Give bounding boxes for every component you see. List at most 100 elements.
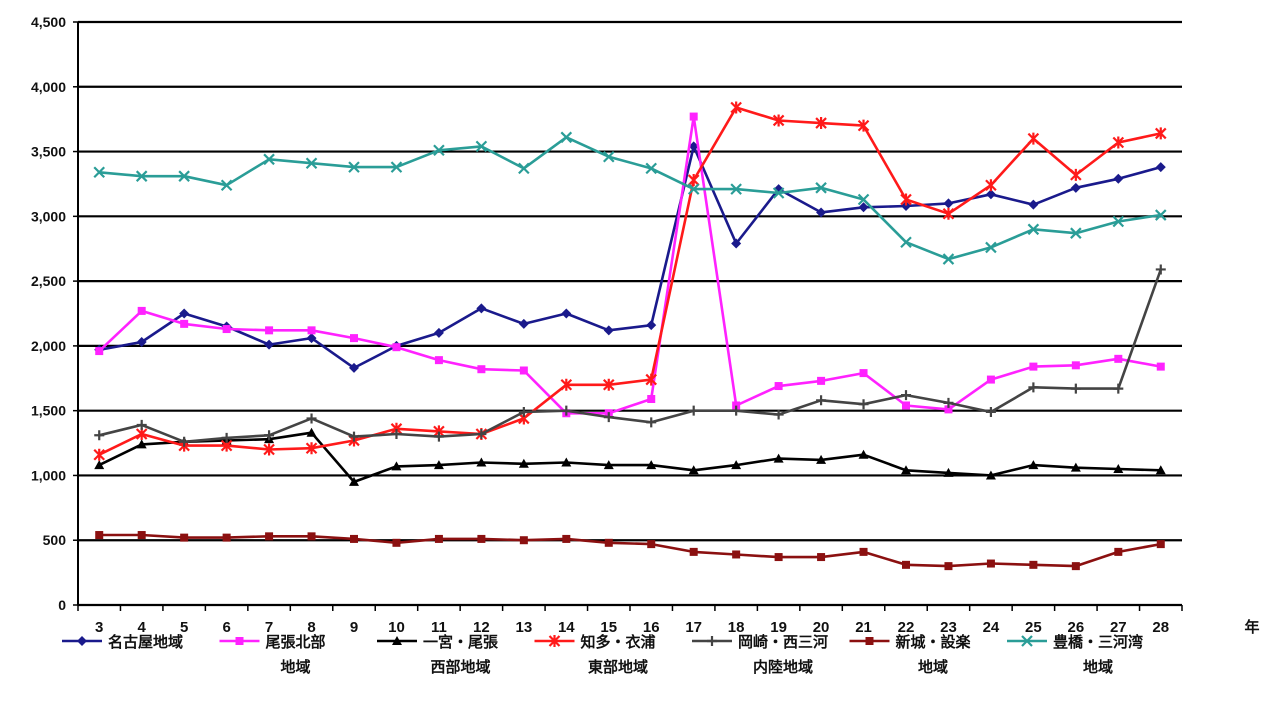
legend-marker	[548, 635, 561, 647]
data-point	[519, 536, 528, 545]
data-point	[518, 406, 529, 417]
series-line	[99, 136, 1161, 261]
data-point	[986, 375, 995, 384]
x-tick-label: 8	[307, 619, 315, 636]
data-point	[222, 533, 231, 542]
data-point	[689, 547, 698, 556]
series-s7	[93, 131, 1167, 265]
data-point	[902, 401, 910, 410]
x-tick-label: 23	[940, 619, 957, 636]
series-s3	[94, 427, 1166, 486]
legend-label-line2: 地域	[281, 658, 311, 676]
data-point	[434, 534, 443, 543]
data-point	[1070, 227, 1082, 239]
data-point	[985, 406, 996, 417]
data-point	[646, 320, 657, 331]
data-point	[1155, 264, 1166, 275]
data-point	[1112, 215, 1125, 228]
data-point	[180, 319, 189, 328]
data-point	[944, 562, 953, 571]
data-point	[985, 241, 997, 254]
data-point	[264, 430, 275, 441]
data-point	[519, 366, 528, 375]
data-point	[1112, 136, 1125, 149]
x-tick-label: 5	[180, 619, 188, 636]
data-point	[942, 253, 955, 265]
x-tick-label: 18	[728, 619, 745, 636]
y-tick-label: 500	[43, 532, 67, 548]
data-point	[602, 150, 615, 163]
legend-label: 名古屋地域	[108, 633, 183, 651]
data-point	[687, 183, 700, 195]
data-point	[433, 431, 444, 442]
data-point	[943, 198, 954, 209]
data-point	[561, 457, 572, 467]
data-point	[307, 326, 316, 335]
data-point	[901, 465, 911, 475]
data-point	[306, 413, 317, 424]
data-point	[94, 460, 105, 470]
x-tick-label: 13	[516, 619, 533, 636]
legend-label: 岡崎・西三河	[738, 633, 828, 651]
data-point	[732, 550, 741, 559]
data-point	[93, 448, 106, 461]
data-point	[1029, 362, 1038, 371]
data-point	[179, 436, 190, 447]
data-point	[857, 119, 870, 132]
data-point	[349, 362, 359, 373]
data-point	[179, 308, 190, 319]
data-point	[221, 432, 232, 443]
data-point	[1113, 463, 1124, 473]
x-axis: 3 4 5 6 7 8 9 10 11 12 13 14 15 16 17 18 19 20 21 22 23 24 25 2…	[77, 603, 1260, 636]
legend-label: 尾張北部	[266, 633, 326, 651]
data-point	[900, 236, 912, 249]
x-tick-label: 27	[1110, 619, 1127, 636]
data-point	[1028, 382, 1039, 393]
gridlines	[78, 20, 1182, 542]
legend-label-line2: 地域	[1083, 658, 1113, 676]
y-tick-label: 3,000	[31, 208, 66, 224]
data-point	[222, 325, 231, 334]
data-point	[305, 157, 318, 169]
data-point	[305, 442, 318, 455]
data-point	[732, 401, 741, 410]
x-tick-label: 28	[1152, 619, 1169, 636]
y-tick-label: 4,500	[31, 14, 66, 30]
data-point	[647, 540, 656, 549]
data-point	[265, 326, 274, 335]
data-point	[350, 334, 358, 343]
data-point	[1027, 132, 1040, 145]
data-point	[137, 531, 146, 540]
data-point	[603, 325, 614, 336]
data-point	[433, 460, 444, 470]
data-point	[602, 378, 615, 391]
series-s2	[95, 112, 1165, 418]
x-tick-label: 26	[1068, 619, 1085, 636]
data-point	[730, 101, 742, 114]
data-point	[816, 207, 827, 218]
legend-marker	[235, 637, 244, 645]
x-tick-label: 17	[685, 619, 702, 636]
data-point	[477, 365, 486, 374]
x-tick-label: 6	[222, 619, 230, 636]
data-point	[220, 179, 233, 192]
x-tick-label: 19	[770, 619, 787, 636]
data-point	[900, 193, 912, 206]
data-series	[93, 101, 1167, 571]
data-point	[560, 131, 573, 144]
data-point	[476, 303, 487, 314]
data-point	[731, 460, 742, 470]
data-point	[561, 308, 572, 319]
data-point	[518, 458, 529, 468]
data-point	[1071, 361, 1080, 370]
data-point	[93, 166, 106, 179]
data-point	[985, 470, 996, 480]
data-point	[392, 343, 401, 352]
y-axis: 0 500 1,000 1,500 2,000 2,500 3,000 3,500 4,000 4…	[31, 14, 79, 613]
data-point	[263, 153, 275, 166]
data-point	[561, 405, 572, 416]
